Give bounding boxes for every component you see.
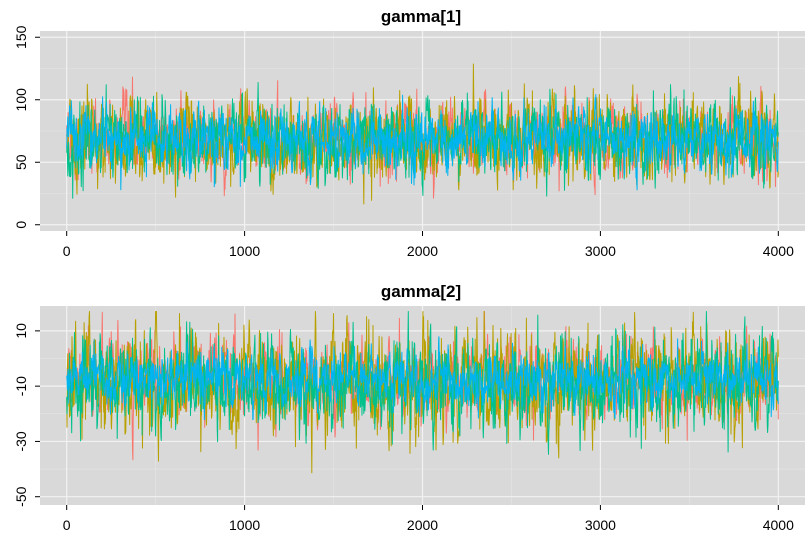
y-tick-label: -50 xyxy=(13,486,29,506)
y-tick-label: 50 xyxy=(13,154,29,170)
panel-title: gamma[1] xyxy=(381,7,461,26)
x-tick-label: 4000 xyxy=(763,517,794,533)
x-tick-label: 2000 xyxy=(407,243,438,259)
chain-trace-2 xyxy=(66,311,779,474)
y-axis: 10 -10 -30 -50 xyxy=(13,323,40,507)
x-tick-label: 0 xyxy=(63,243,71,259)
chain-trace-3 xyxy=(66,82,779,199)
x-tick-label: 4000 xyxy=(763,243,794,259)
y-tick-label: 0 xyxy=(13,221,29,229)
x-axis: 0 1000 2000 3000 4000 xyxy=(63,231,794,259)
y-tick-label: -10 xyxy=(13,376,29,396)
x-tick-label: 2000 xyxy=(407,517,438,533)
x-tick-label: 1000 xyxy=(229,243,260,259)
x-tick-label: 3000 xyxy=(585,517,616,533)
x-tick-label: 1000 xyxy=(229,517,260,533)
trace-panel-gamma-1: gamma[1] 0 1000 2000 3000 4000 0 50 100 150 xyxy=(13,7,805,259)
y-tick-label: -30 xyxy=(13,431,29,451)
y-tick-label: 100 xyxy=(13,88,29,112)
x-tick-label: 3000 xyxy=(585,243,616,259)
x-tick-label: 0 xyxy=(63,517,71,533)
y-axis: 0 50 100 150 xyxy=(13,25,40,229)
y-tick-label: 150 xyxy=(13,25,29,49)
y-tick-label: 10 xyxy=(13,323,29,339)
chain-trace-4 xyxy=(66,336,779,421)
chain-traces xyxy=(66,63,779,205)
chain-trace-4 xyxy=(66,94,779,191)
trace-panel-gamma-2: gamma[2] 0 1000 2000 3000 4000 10 -10 -30 -50 xyxy=(13,282,805,533)
chain-traces xyxy=(66,311,779,474)
panel-title: gamma[2] xyxy=(381,282,461,301)
x-axis: 0 1000 2000 3000 4000 xyxy=(63,505,794,533)
